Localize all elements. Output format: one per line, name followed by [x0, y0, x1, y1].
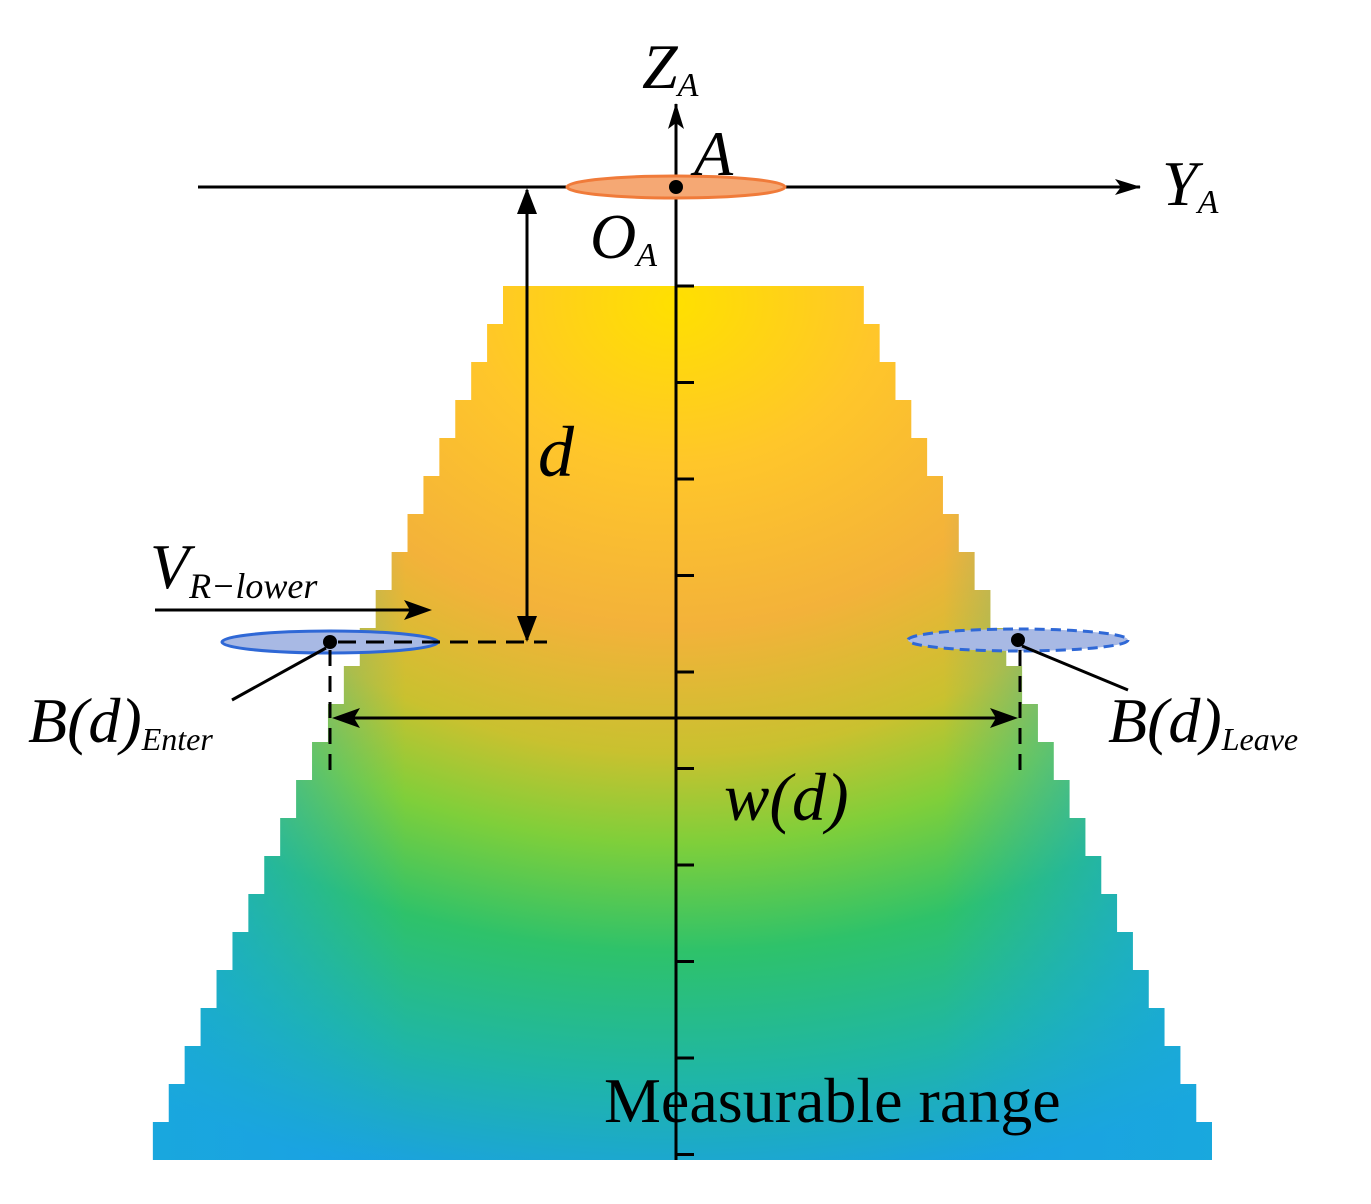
distance-d-arrowhead-top: [517, 188, 537, 214]
leave-point-dot: [1011, 633, 1025, 647]
width-arrowhead-right: [990, 708, 1018, 728]
point-a-label: A: [690, 118, 734, 189]
z-axis-label: ZA: [642, 31, 699, 104]
leave-leader-line: [1021, 644, 1129, 692]
width-arrowhead-left: [332, 708, 360, 728]
width-label: w(d): [724, 759, 849, 835]
distance-label: d: [538, 412, 575, 492]
velocity-label: VR−lower: [150, 531, 318, 606]
origin-label: OA: [590, 201, 657, 274]
z-axis-ticks: [676, 284, 694, 1156]
leave-label: B(d)Leave: [1108, 685, 1298, 757]
enter-label: B(d)Enter: [28, 685, 213, 757]
range-label: Measurable range: [604, 1065, 1061, 1136]
velocity-arrowhead: [404, 600, 432, 620]
y-axis-label: YA: [1162, 148, 1219, 221]
enter-point-dot: [323, 635, 337, 649]
enter-leader-line: [231, 646, 327, 702]
distance-d-arrowhead-bottom: [517, 616, 537, 642]
point-a-dot: [669, 180, 683, 194]
